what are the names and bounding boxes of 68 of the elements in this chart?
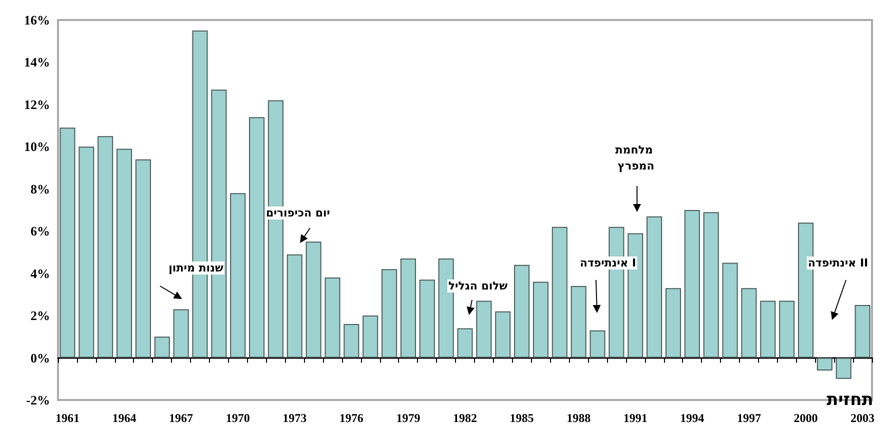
y-tick-label: 8% xyxy=(30,181,50,196)
bar xyxy=(779,300,795,358)
annotation: יום הכיפורים xyxy=(266,206,330,220)
x-tick-label: 1976 xyxy=(339,411,364,425)
bar xyxy=(116,148,132,358)
x-tick-label: 1964 xyxy=(112,411,136,425)
annotation: תחזית xyxy=(826,390,874,410)
x-tick-label: 1997 xyxy=(736,411,761,425)
bar xyxy=(154,336,170,358)
bar xyxy=(457,328,473,358)
bar xyxy=(552,226,568,358)
x-tick-label: 1970 xyxy=(226,411,250,425)
bar xyxy=(760,300,776,358)
x-tick-label: 1994 xyxy=(680,411,704,425)
bar xyxy=(400,258,416,358)
y-tick-label: 14% xyxy=(24,54,50,70)
bar xyxy=(78,146,94,358)
y-tick-label: 12% xyxy=(24,96,50,112)
x-tick-label: 1985 xyxy=(510,411,534,425)
bar xyxy=(60,128,76,358)
bar xyxy=(324,278,340,358)
annotation: אינתיפדה II xyxy=(808,256,868,270)
bar xyxy=(722,262,738,358)
bar xyxy=(665,288,681,358)
y-tick-label: -2% xyxy=(26,392,50,408)
y-tick-label: 10% xyxy=(24,139,50,154)
x-tick-label: 1988 xyxy=(566,411,591,425)
y-tick-label: 2% xyxy=(30,308,50,324)
bar xyxy=(514,264,530,358)
bar xyxy=(816,358,832,370)
bar xyxy=(684,210,700,358)
annotation: שלום הגליל xyxy=(448,280,508,292)
bar xyxy=(646,216,662,358)
bar xyxy=(306,242,322,358)
bar xyxy=(590,330,606,358)
x-tick-label: 1961 xyxy=(55,411,80,425)
y-tick-label: 6% xyxy=(30,224,50,239)
bar xyxy=(703,212,719,358)
bar xyxy=(476,300,492,358)
x-tick-label: 2003 xyxy=(850,411,875,425)
bar xyxy=(532,282,548,358)
y-tick-label: 0% xyxy=(30,350,50,366)
x-tick-label: 1982 xyxy=(453,411,477,425)
y-tick-label: 4% xyxy=(30,266,50,281)
y-tick-label: 16% xyxy=(24,12,50,28)
bar xyxy=(836,358,852,379)
annotation: אינתיפדה I xyxy=(580,256,636,270)
bar xyxy=(382,269,398,358)
bar xyxy=(362,316,378,358)
bar xyxy=(495,311,511,358)
bar xyxy=(173,309,189,358)
x-tick-label: 2000 xyxy=(794,411,818,425)
x-tick-label: 1967 xyxy=(169,411,194,425)
bar xyxy=(570,286,586,358)
x-tick-label: 1973 xyxy=(282,411,307,425)
bar xyxy=(249,117,265,358)
annotation: מלחמת המפרץ xyxy=(615,144,657,172)
bar xyxy=(741,288,757,358)
x-tick-label: 1979 xyxy=(396,411,420,425)
x-tick-label: 1991 xyxy=(623,411,648,425)
bar xyxy=(286,254,302,358)
annotation: שנות מיתון xyxy=(168,262,224,274)
bar xyxy=(419,280,435,358)
bar xyxy=(135,159,151,358)
bar xyxy=(230,193,246,358)
bar xyxy=(854,305,870,358)
bar xyxy=(98,136,114,358)
bar xyxy=(344,324,360,358)
